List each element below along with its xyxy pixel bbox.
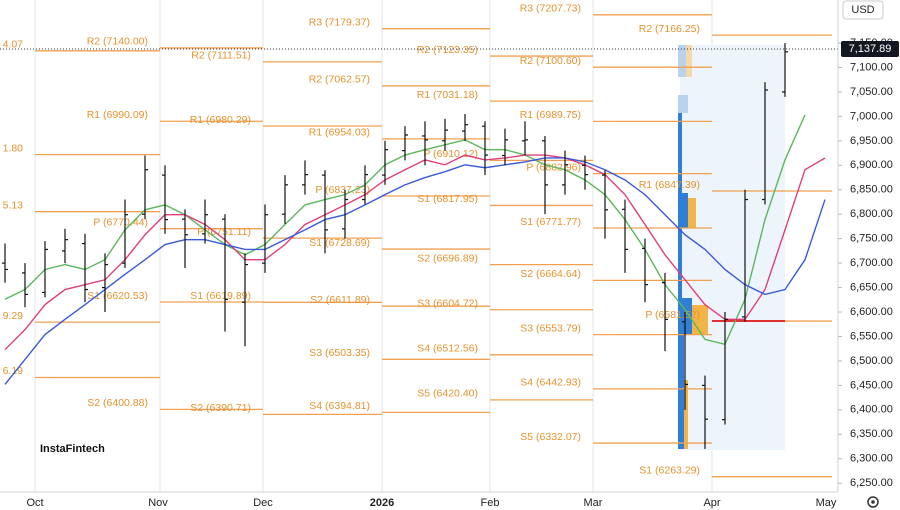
time-axis-background [0, 492, 838, 510]
pivot-label: S1 (6620.53) [87, 290, 148, 302]
pivot-label: R2 (7062.57) [309, 74, 370, 86]
y-tick-label: 6,300.00 [850, 453, 893, 465]
x-tick-label: Feb [481, 497, 500, 509]
pivot-label: S2 (6390.71) [190, 402, 251, 414]
y-tick-label: 6,700.00 [850, 257, 893, 269]
pivot-label: R2 (7123.35) [417, 44, 478, 56]
x-tick-label: Oct [26, 497, 43, 509]
pivot-label: 1.80 [3, 142, 24, 154]
x-tick-label: 2026 [370, 497, 394, 509]
y-tick-label: 6,450.00 [850, 379, 893, 391]
y-tick-label: 6,950.00 [850, 135, 893, 147]
price-axis-background [838, 0, 900, 510]
pivot-label: S2 (6696.89) [417, 252, 478, 264]
pivot-label: P (6770.44) [93, 216, 148, 228]
x-tick-label: May [816, 497, 837, 509]
pivot-label: 5.13 [3, 199, 24, 211]
pivot-label: R3 (7207.73) [520, 3, 581, 15]
y-tick-label: 6,500.00 [850, 355, 893, 367]
pivot-label: P (6910.12) [423, 148, 478, 160]
y-tick-label: 7,100.00 [850, 61, 893, 73]
pivot-label: S5 (6420.40) [417, 388, 478, 400]
currency-box[interactable] [842, 0, 884, 20]
y-tick-label: 7,050.00 [850, 86, 893, 98]
y-tick-label: 6,750.00 [850, 233, 893, 245]
y-tick-label: 6,800.00 [850, 208, 893, 220]
y-tick-label: 6,600.00 [850, 306, 893, 318]
pivot-label: R1 (6847.39) [639, 179, 700, 191]
pivot-label: S1 (6619.89) [190, 290, 251, 302]
pivot-label: S1 (6728.69) [309, 237, 370, 249]
pivot-label: R1 (6954.03) [309, 127, 370, 139]
volume-profile-area [680, 45, 785, 450]
pivot-label: R2 (7140.00) [87, 36, 148, 48]
currency: USD [851, 4, 874, 16]
x-tick-label: Mar [584, 497, 603, 509]
pivot-label: S3 (6604.72) [417, 297, 478, 309]
pivot-label: S1 (6817.95) [417, 193, 478, 205]
y-tick-label: 6,850.00 [850, 184, 893, 196]
last-price-badge [841, 40, 899, 57]
pivot-label: S1 (6263.29) [639, 464, 700, 476]
pivot-label: 9.29 [3, 310, 24, 322]
pivot-label: S5 (6332.07) [520, 431, 581, 443]
watermark: InstaFintech [40, 443, 105, 455]
pivot-label: S2 (6611.89) [310, 294, 370, 306]
pivot-label: R3 (7179.37) [309, 16, 370, 28]
x-tick-label: Apr [703, 497, 720, 509]
y-tick-label: 6,250.00 [850, 477, 893, 489]
moving-average [4, 157, 826, 385]
last-price-label: 7,137.89 [849, 43, 892, 55]
pivot-label: 4.07 [3, 39, 24, 51]
pivot-label: S4 (6442.93) [520, 377, 581, 389]
pivot-label: R1 (6990.09) [87, 109, 148, 121]
pivot-label: S3 (6503.35) [309, 347, 370, 359]
pivot-label: S1 (6771.77) [520, 216, 581, 228]
pivot-label: S4 (6512.56) [417, 343, 478, 355]
x-tick-label: Dec [253, 497, 273, 509]
y-tick-label: 7,000.00 [850, 110, 893, 122]
x-axis: Oct Nov Dec 2026 Feb Mar Apr May [26, 497, 836, 509]
pivot-label: P (6837.23) [315, 184, 370, 196]
settings-icon[interactable] [867, 496, 879, 508]
pivot-label: S2 (6400.88) [87, 397, 148, 409]
pivot-label: R2 (7111.51) [191, 50, 251, 62]
y-tick-label: 6,900.00 [850, 159, 893, 171]
x-tick-label: Nov [148, 497, 168, 509]
pivot-label: R2 (7166.25) [639, 23, 700, 35]
moving-average [4, 154, 826, 351]
pivot-label: S3 (6553.79) [520, 322, 581, 334]
price-bars [2, 43, 788, 449]
pivot-label: S2 (6664.64) [520, 268, 581, 280]
pivot-label: S4 (6394.81) [309, 400, 370, 412]
pivot-label: R1 (6989.75) [520, 109, 581, 121]
y-tick-label: 6,650.00 [850, 281, 893, 293]
pivot-label: R2 (7100.60) [520, 55, 581, 67]
y-tick-label: 6,400.00 [850, 404, 893, 416]
y-axis: 7,150.007,100.007,050.007,000.006,950.00… [838, 37, 893, 489]
pivot-label: R1 (6980.29) [190, 114, 251, 126]
pivot-label: R1 (7031.18) [417, 89, 478, 101]
y-tick-label: 6,550.00 [850, 330, 893, 342]
y-tick-label: 6,350.00 [850, 428, 893, 440]
